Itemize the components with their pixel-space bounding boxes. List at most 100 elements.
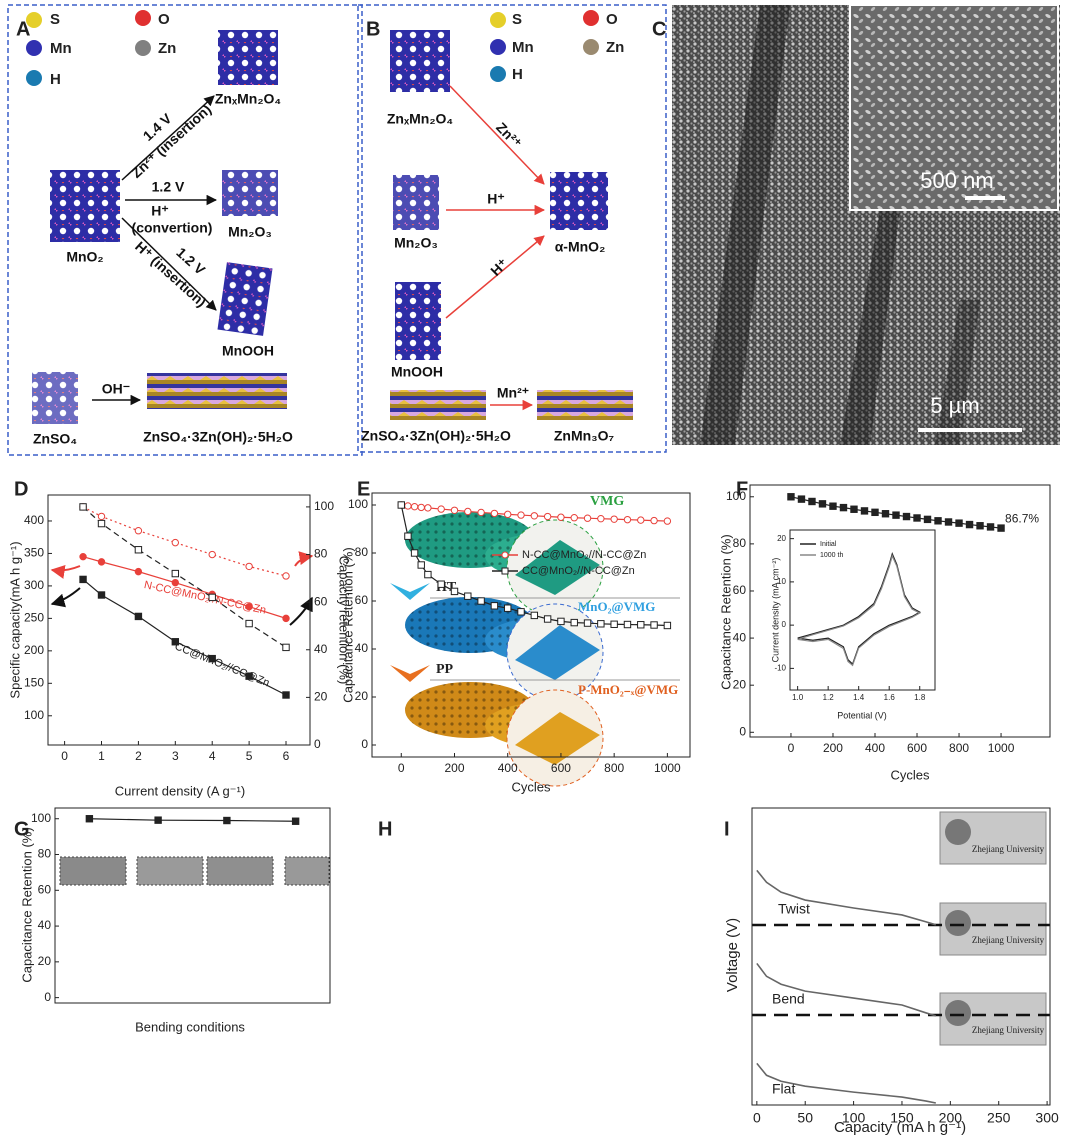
sem-inset	[849, 4, 1059, 211]
data-point	[450, 506, 459, 514]
atom-icon	[26, 70, 42, 86]
data-point	[424, 504, 432, 512]
data-point	[245, 619, 253, 628]
plot-frame	[54, 807, 331, 1004]
compound-label: ZnₓMn₂O₄	[215, 91, 281, 107]
data-point	[623, 515, 632, 524]
crystal-structure	[395, 282, 441, 360]
series-label: N-CC@MnO₂//N-CC@Zn	[143, 579, 267, 617]
data-point	[410, 549, 419, 557]
material-label: P-MnO₂₋ₓ@VMG	[578, 682, 678, 697]
data-point	[637, 621, 645, 629]
data-point	[282, 691, 290, 699]
data-point	[944, 518, 953, 526]
x-tick-label: 100	[842, 1110, 866, 1126]
data-point	[504, 604, 512, 612]
photo	[206, 856, 274, 886]
x-axis-label: Cycles	[890, 767, 930, 782]
atom-icon	[26, 40, 42, 56]
atom-icon	[490, 66, 506, 82]
x-tick-label: 250	[987, 1110, 1011, 1126]
series-label: Twist	[778, 901, 810, 917]
series-line	[756, 962, 937, 1017]
plot-frame	[751, 807, 1051, 1106]
data-point	[245, 602, 253, 611]
compound-label: MnOOH	[222, 343, 274, 359]
data-point	[517, 511, 525, 519]
data-point	[860, 507, 869, 515]
y-tick-label: 150	[24, 675, 44, 689]
data-point	[583, 514, 592, 522]
axis-arrow	[289, 596, 313, 626]
x-tick-label: 1.2	[823, 693, 835, 702]
x-axis-label: Cycles	[511, 779, 551, 794]
data-point	[404, 502, 412, 510]
y-tick-label: 10	[777, 577, 786, 586]
data-point	[437, 580, 445, 588]
y-tick-label: 100	[31, 811, 51, 825]
data-point	[245, 562, 253, 571]
data-point	[557, 513, 565, 521]
crystal-structure	[550, 172, 608, 230]
y-tick-label: 20	[355, 689, 369, 703]
legend-label: H	[50, 71, 61, 88]
data-point	[650, 621, 658, 629]
y-tick-label: 100	[726, 489, 746, 503]
panel-label: A	[16, 18, 30, 40]
data-point	[530, 512, 539, 520]
scale-label: 500 nm	[920, 168, 993, 193]
data-point	[839, 503, 848, 512]
y-tick-label: 40	[355, 641, 369, 655]
compound-label: Mn₂O₃	[394, 235, 438, 251]
x-tick-label: 600	[907, 741, 927, 755]
arrow	[445, 235, 545, 319]
x-tick-label: 200	[444, 761, 464, 775]
data-point	[637, 516, 645, 524]
axis-arrow	[294, 551, 314, 567]
material-illustration	[405, 597, 535, 653]
data-point	[85, 815, 94, 823]
data-point	[97, 512, 106, 521]
data-point	[818, 500, 827, 508]
series-line	[756, 869, 937, 926]
data-label: 86.7%	[1005, 511, 1039, 525]
compound-label: α-MnO₂	[555, 239, 606, 255]
logo	[945, 819, 971, 845]
data-point	[986, 523, 995, 531]
data-point	[597, 620, 605, 628]
data-point	[291, 817, 300, 825]
y-axis-label: Current density (mA cm⁻²)	[770, 558, 780, 663]
reaction-label: 1.2 V	[152, 179, 185, 195]
y-tick-label: 0	[361, 737, 368, 751]
x-tick-label: 5	[246, 749, 253, 763]
data-point	[97, 519, 106, 528]
crystal-structure	[32, 372, 78, 424]
x-tick-label: 6	[283, 749, 290, 763]
y2-tick-label: 20	[314, 690, 328, 704]
x-tick-label: 150	[890, 1110, 914, 1126]
data-point	[913, 514, 921, 522]
data-point	[97, 591, 106, 599]
data-point	[477, 597, 485, 605]
data-point	[282, 572, 290, 580]
y-tick-label: 60	[38, 882, 52, 896]
y-axis-label: Capacitance Retention (%)	[340, 547, 355, 702]
y-tick-label: -10	[774, 663, 786, 672]
material-label: MnO₂@VMG	[578, 599, 655, 614]
plot-frame	[47, 494, 311, 746]
compound-label: ZnSO₄	[33, 431, 77, 447]
legend-marker	[501, 567, 509, 575]
y-axis-label: Capacitance Retention (%)	[718, 534, 733, 689]
atom-icon	[583, 39, 599, 55]
series-line	[82, 506, 287, 648]
panel-label: D	[14, 478, 28, 500]
x-tick-label: 400	[498, 761, 518, 775]
data-point	[663, 517, 672, 525]
x-tick-label: 0	[788, 741, 795, 755]
y-tick-label: 60	[733, 583, 747, 597]
legend-label: O	[158, 11, 170, 28]
x-tick-label: 800	[604, 761, 624, 775]
data-point	[134, 527, 143, 535]
